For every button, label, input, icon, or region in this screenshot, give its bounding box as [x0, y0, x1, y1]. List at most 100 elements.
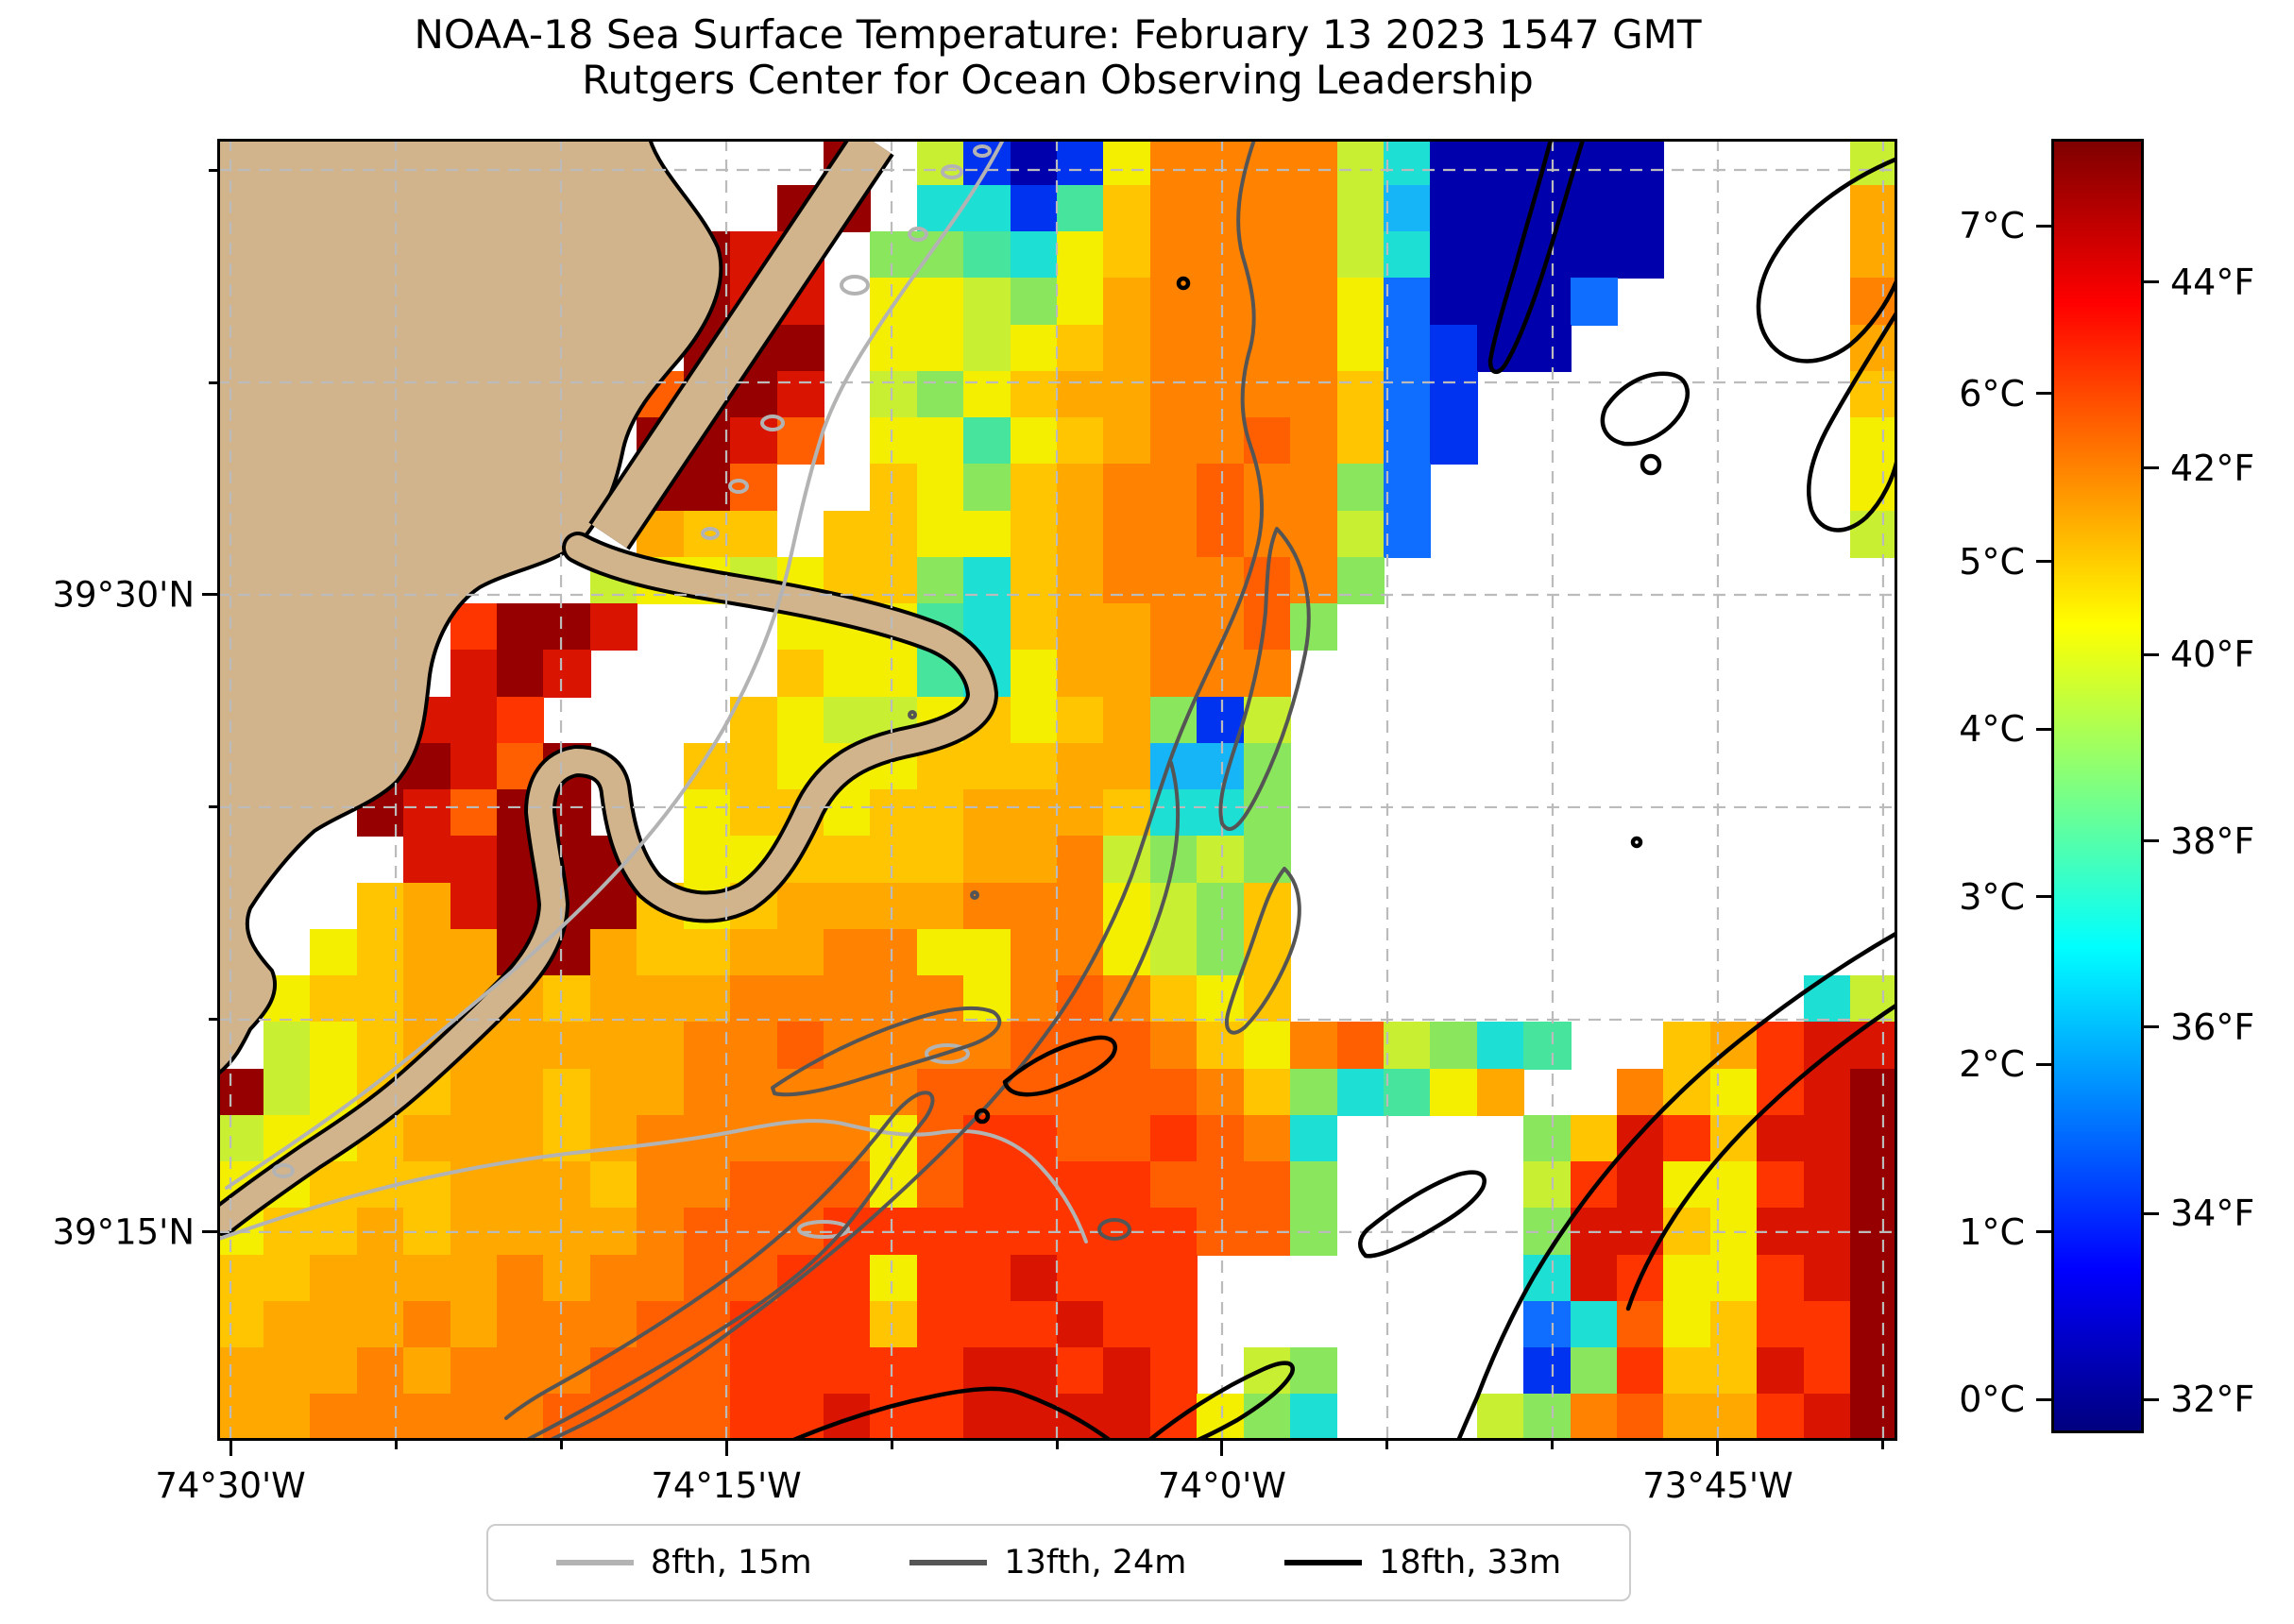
sst-cell — [963, 603, 1011, 651]
sst-cell — [963, 928, 1011, 976]
sst-cell — [730, 1161, 778, 1210]
sst-cell — [1057, 1347, 1105, 1396]
sst-cell — [683, 370, 732, 418]
sst-cell — [1149, 836, 1198, 884]
sst-cell — [1243, 556, 1292, 604]
chart-title: NOAA-18 Sea Surface Temperature: Februar… — [414, 11, 1702, 58]
sst-cell — [1523, 184, 1572, 232]
sst-cell — [870, 556, 918, 604]
sst-cell — [776, 278, 824, 326]
sst-cell — [823, 139, 872, 186]
x-axis-minor-tick — [1055, 1441, 1059, 1449]
y-axis-tick-label: 39°15'N — [52, 1211, 195, 1253]
sst-cell — [683, 1022, 732, 1070]
sst-cell — [450, 789, 498, 837]
sst-cell — [870, 928, 918, 976]
sst-cell — [1057, 231, 1105, 279]
sst-cell — [403, 928, 451, 976]
colorbar-fahrenheit-tick — [2144, 1025, 2159, 1029]
sst-cell — [870, 742, 918, 790]
sst-cell — [403, 1114, 451, 1162]
sst-cell — [1010, 1208, 1058, 1256]
sst-cell — [356, 1022, 405, 1070]
sst-cell — [1243, 278, 1292, 326]
x-axis-tick-label: 74°0'W — [1158, 1465, 1286, 1506]
colorbar-fahrenheit-tick — [2144, 652, 2159, 656]
sst-cell — [403, 742, 451, 790]
sst-cell — [1757, 1394, 1805, 1441]
sst-cell — [1383, 1068, 1432, 1116]
sst-cell — [916, 836, 965, 884]
sst-cell — [1476, 1022, 1525, 1070]
sst-cell — [1476, 139, 1525, 186]
legend-line-swatch — [555, 1560, 634, 1565]
sst-cell — [1149, 928, 1198, 976]
sst-cell — [963, 1394, 1011, 1441]
sst-cell — [1757, 1208, 1805, 1256]
sst-cell — [1010, 696, 1058, 744]
sst-cell — [1336, 278, 1385, 326]
sst-cell — [683, 928, 732, 976]
sst-cell — [1336, 510, 1385, 558]
sst-cell — [263, 1347, 312, 1396]
sst-cell — [1617, 1068, 1665, 1116]
sst-cell — [1617, 1347, 1665, 1396]
sst-cell — [916, 1300, 965, 1348]
sst-cell — [1383, 417, 1432, 465]
sst-cell — [497, 1114, 545, 1162]
sst-cell — [1336, 1022, 1385, 1070]
sst-cell — [1290, 1161, 1338, 1210]
sst-cell — [403, 1394, 451, 1441]
sst-cell — [776, 1161, 824, 1210]
sst-cell — [776, 603, 824, 651]
sst-cell — [1709, 1300, 1759, 1348]
sst-cell — [1523, 1300, 1572, 1348]
sst-cell — [916, 370, 965, 418]
sst-cell — [1383, 1022, 1432, 1070]
colorbar-celsius-tick — [2036, 1397, 2051, 1401]
sst-cell — [1010, 1068, 1058, 1116]
sst-cell — [963, 278, 1011, 326]
sst-cell — [1757, 1347, 1805, 1396]
sst-cell — [1010, 1022, 1058, 1070]
sst-cell — [263, 1022, 312, 1070]
sst-cell — [1850, 1347, 1897, 1396]
sst-cell — [1850, 417, 1897, 465]
sst-cell — [916, 975, 965, 1023]
sst-cell — [1850, 1254, 1897, 1302]
sst-cell — [730, 324, 778, 372]
sst-cell — [1197, 1068, 1245, 1116]
sst-cell — [497, 1161, 545, 1210]
sst-cell — [823, 928, 872, 976]
sst-cell — [1243, 464, 1292, 512]
sst-cell — [776, 1254, 824, 1302]
sst-cell — [730, 742, 778, 790]
sst-cell — [1523, 278, 1572, 326]
sst-cell — [1197, 975, 1245, 1023]
x-axis-major-tick — [1220, 1441, 1224, 1456]
sst-cell — [1663, 1254, 1711, 1302]
sst-cell — [1243, 510, 1292, 558]
sst-cell — [1570, 1161, 1618, 1210]
sst-cell — [1290, 1022, 1338, 1070]
y-axis-minor-tick — [209, 1018, 217, 1022]
sst-cell — [637, 1022, 685, 1070]
sst-cell — [1570, 184, 1618, 232]
sst-cell — [776, 928, 824, 976]
sst-cell — [1057, 1254, 1105, 1302]
sst-cell — [963, 464, 1011, 512]
sst-cell — [1850, 1300, 1897, 1348]
sst-cell — [1010, 1254, 1058, 1302]
sst-cell — [870, 231, 918, 279]
sst-cell — [1430, 1068, 1478, 1116]
colorbar-fahrenheit-tick — [2144, 1211, 2159, 1215]
sst-cell — [823, 1022, 872, 1070]
colorbar-celsius-label: 3°C — [1959, 875, 2025, 918]
sst-cell — [637, 975, 685, 1023]
sst-cell — [730, 278, 778, 326]
sst-cell — [916, 278, 965, 326]
colorbar — [2051, 139, 2144, 1433]
sst-cell — [543, 1347, 591, 1396]
sst-cell — [356, 742, 405, 790]
